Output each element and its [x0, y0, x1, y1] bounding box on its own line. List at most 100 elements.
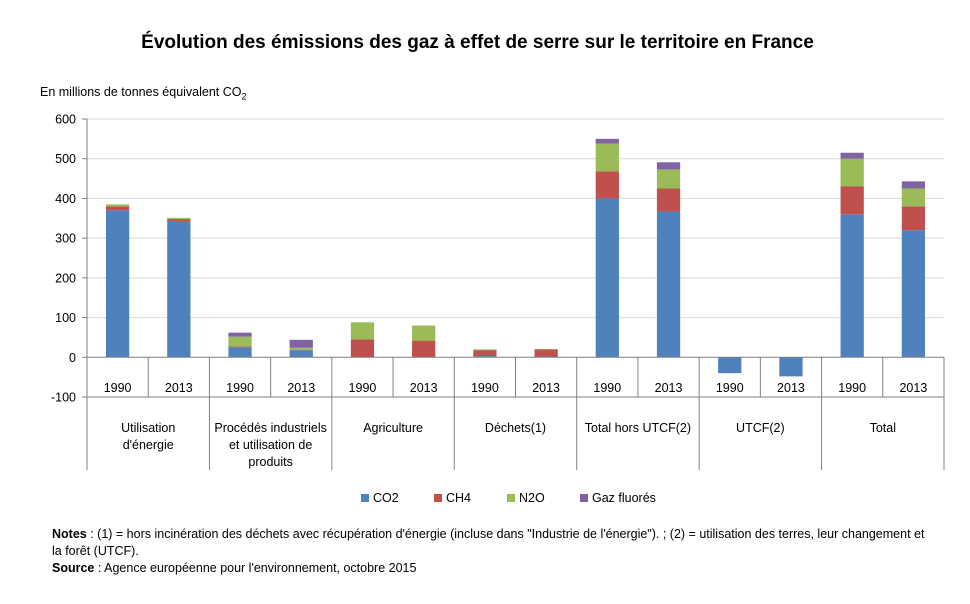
group-label-line: Agriculture [363, 421, 423, 435]
bar-segment-co2 [901, 230, 926, 358]
bar-segment-ch4 [840, 186, 864, 215]
legend-label: CO2 [373, 491, 399, 505]
x-tick-label-year: 1990 [593, 381, 621, 395]
x-tick-label-year: 1990 [104, 381, 132, 395]
bar-segment-co2 [840, 214, 864, 358]
x-tick-label-year: 2013 [287, 381, 315, 395]
legend-swatch [361, 494, 369, 502]
group-label: Agriculture [363, 421, 423, 435]
bar-segment-ch4 [350, 339, 375, 358]
x-tick-label-year: 1990 [838, 381, 866, 395]
y-tick-label: 600 [55, 113, 76, 127]
group-label-line: Total hors UTCF(2) [585, 421, 691, 435]
group-label-line: produits [248, 455, 292, 469]
bar-segment-gaz-fluor-s [656, 162, 681, 170]
legend-label: Gaz fluorés [592, 491, 656, 505]
group-label: Total [870, 421, 896, 435]
axis-layer: -100 0 100 200 300 400 500 600 1990 2013 1990 2013 1… [51, 113, 945, 470]
group-label: Total hors UTCF(2) [585, 421, 691, 435]
bar-segment-n2o [167, 217, 191, 220]
x-tick-label-year: 1990 [471, 381, 499, 395]
group-label: Déchets(1) [485, 421, 546, 435]
group-label: Procédés industriels et utilisation de pro… [214, 421, 327, 469]
x-tick-label-year: 2013 [899, 381, 927, 395]
bar-segment-gaz-fluor-s [228, 332, 252, 337]
group-label: Utilisation d'énergie [121, 421, 175, 452]
x-tick-label-year: 2013 [165, 381, 193, 395]
bar-layer [105, 138, 926, 377]
legend-item: Gaz fluorés [580, 491, 656, 505]
legend-swatch [580, 494, 588, 502]
x-tick-label-year: 2013 [777, 381, 805, 395]
x-tick-label-year: 1990 [226, 381, 254, 395]
bar-segment-ch4 [412, 340, 436, 358]
notes-line: Notes : (1) = hors incinération des déch… [52, 526, 932, 560]
bar-segment-n2o [840, 158, 864, 187]
legend-item: CH4 [434, 491, 471, 505]
bar-segment-n2o [656, 169, 681, 189]
y-tick-label: 400 [55, 192, 76, 206]
x-tick-label-year: 2013 [655, 381, 683, 395]
bar-segment-n2o [105, 204, 130, 207]
bar-segment-ch4 [228, 346, 252, 348]
source-text: : Agence européenne pour l'environnement… [94, 561, 417, 575]
x-tick-label-year: 2013 [532, 381, 560, 395]
bar-segment-co2 [167, 221, 191, 358]
bar-segment-gaz-fluor-s [595, 138, 619, 144]
bar-segment-co2 [473, 356, 497, 358]
legend-label: CH4 [446, 491, 472, 505]
bar-segment-ch4 [595, 171, 619, 199]
group-label-line: Déchets(1) [485, 421, 546, 435]
grid-layer [87, 118, 944, 319]
y-axis-unit-label: En millions de tonnes équivalent CO2 [40, 85, 247, 102]
source-line: Source : Agence européenne pour l'enviro… [52, 560, 932, 577]
y-tick-label: 500 [55, 152, 76, 166]
bar-segment-n2o [473, 349, 497, 351]
bar-segment-ch4 [656, 188, 681, 212]
source-label: Source [52, 561, 95, 575]
bar-segment-ch4 [901, 206, 926, 231]
notes-text: : (1) = hors incinération des déchets av… [52, 527, 925, 558]
group-label-line: et utilisation de [229, 438, 312, 452]
x-tick-label-year: 1990 [349, 381, 377, 395]
bar-segment-n2o [289, 347, 313, 350]
group-label: UTCF(2) [736, 421, 785, 435]
x-tick-label-year: 2013 [410, 381, 438, 395]
bar-segment-co2 [718, 357, 742, 374]
group-label-line: UTCF(2) [736, 421, 785, 435]
group-label-line: d'énergie [123, 438, 174, 452]
group-label-line: Total [870, 421, 896, 435]
legend-swatch [507, 494, 515, 502]
y-unit-subscript: 2 [241, 91, 247, 102]
y-tick-label: 300 [55, 232, 76, 246]
y-tick-label: 200 [55, 271, 76, 285]
bar-segment-n2o [595, 143, 619, 172]
y-tick-label: 100 [55, 311, 76, 325]
chart-title: Évolution des émissions des gaz à effet … [141, 32, 814, 53]
bar-segment-ch4 [167, 219, 191, 222]
bar-segment-ch4 [105, 206, 130, 211]
bar-segment-co2 [779, 357, 803, 377]
legend-item: N2O [507, 491, 545, 505]
bar-segment-n2o [228, 336, 252, 347]
bar-segment-n2o [901, 188, 926, 207]
y-tick-label: -100 [51, 391, 76, 405]
bar-segment-co2 [595, 198, 619, 358]
bar-segment-gaz-fluor-s [901, 181, 926, 189]
bar-segment-n2o [412, 325, 436, 341]
notes-label: Notes [52, 527, 87, 541]
group-label-line: Procédés industriels [214, 421, 327, 435]
chart-area: -100 0 100 200 300 400 500 600 1990 2013 1990 2013 1… [51, 113, 945, 470]
legend-item: CO2 [361, 491, 399, 505]
bar-segment-co2 [228, 347, 252, 358]
bar-segment-gaz-fluor-s [289, 339, 313, 348]
bar-segment-co2 [289, 350, 313, 358]
bar-segment-ch4 [534, 349, 558, 357]
notes-block: Notes : (1) = hors incinération des déch… [52, 526, 932, 577]
x-tick-label-year: 1990 [716, 381, 744, 395]
y-unit-text: En millions de tonnes équivalent CO [40, 85, 242, 99]
legend-label: N2O [519, 491, 545, 505]
legend-swatch [434, 494, 442, 502]
bar-segment-gaz-fluor-s [840, 152, 864, 159]
bar-segment-n2o [350, 322, 375, 340]
